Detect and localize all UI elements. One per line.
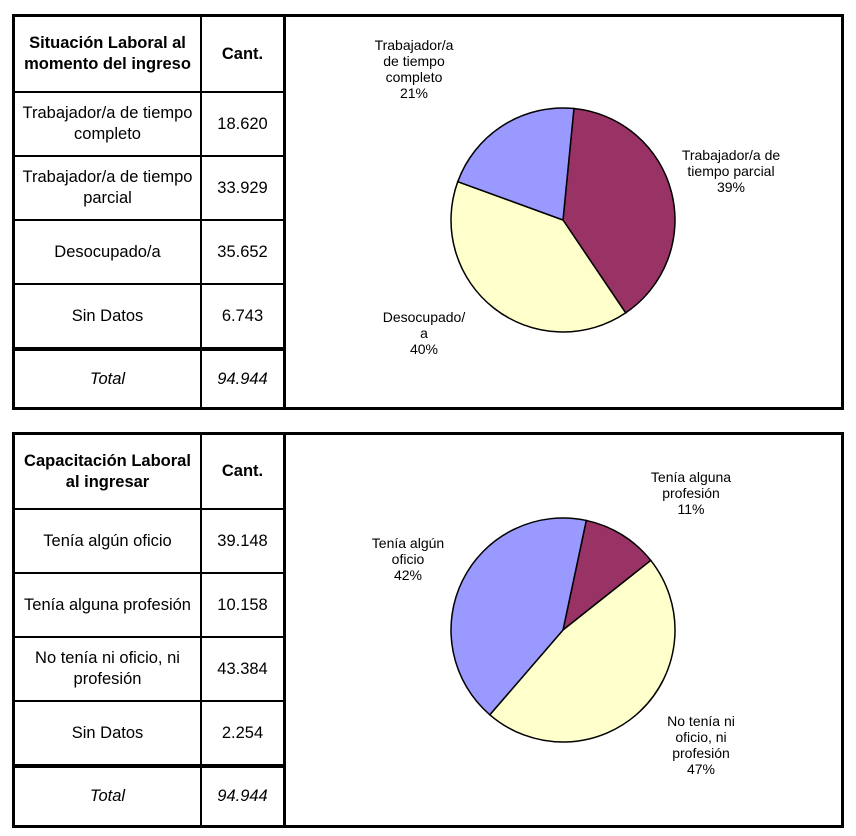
table-capacitacion-laboral: Capacitación Laboral al ingresar Cant. T… (15, 435, 286, 825)
slice-label: No tenía ni oficio, ni profesión 47% (667, 713, 735, 777)
table-row: Trabajador/a de tiempo parcial 33.929 (15, 157, 283, 221)
pie-chart-situacion: Trabajador/a de tiempo parcial 39% Desocupa… (286, 17, 841, 407)
pie-slice (450, 180, 627, 333)
row-label: Tenía alguna profesión (15, 574, 202, 636)
slice-label: Trabajador/a de tiempo completo 21% (375, 37, 454, 101)
row-label: Desocupado/a (15, 221, 202, 283)
row-value: 33.929 (217, 178, 268, 197)
table-row: Sin Datos 6.743 (15, 285, 283, 349)
pie-slice (561, 519, 652, 632)
table-row: Tenía alguna profesión 10.158 (15, 574, 283, 638)
slice-label: Tenía alguna profesión 11% (651, 469, 731, 517)
table-header: Capacitación Laboral al ingresar Cant. (15, 435, 283, 510)
row-label: Sin Datos (15, 702, 202, 764)
panel-situacion-laboral: Situación Laboral al momento del ingreso… (12, 14, 844, 410)
table-row: Desocupado/a 35.652 (15, 221, 283, 285)
row-value: 2.254 (221, 723, 264, 742)
row-label: Trabajador/a de tiempo parcial (15, 157, 202, 219)
row-value: 43.384 (217, 659, 268, 678)
table-row: Tenía algún oficio 39.148 (15, 510, 283, 574)
row-value: 39.148 (217, 531, 268, 550)
row-value: 18.620 (217, 114, 268, 133)
table-header: Situación Laboral al momento del ingreso… (15, 17, 283, 93)
table-row: Sin Datos 2.254 (15, 702, 283, 766)
table-situacion-laboral: Situación Laboral al momento del ingreso… (15, 17, 286, 407)
total-row: Total 94.944 (15, 766, 283, 825)
row-label: Sin Datos (15, 285, 202, 347)
header-category: Capacitación Laboral al ingresar (15, 435, 202, 508)
slice-label: Tenía algún oficio 42% (372, 535, 444, 583)
pie-slice (450, 517, 588, 716)
total-row: Total 94.944 (15, 349, 283, 407)
row-value: 35.652 (217, 242, 268, 261)
total-value: 94.944 (217, 369, 268, 388)
row-value: 10.158 (217, 595, 268, 614)
total-value: 94.944 (217, 787, 268, 805)
header-count: Cant. (221, 44, 264, 63)
table-row: No tenía ni oficio, ni profesión 43.384 (15, 638, 283, 702)
row-label: Tenía algún oficio (15, 510, 202, 572)
header-count: Cant. (221, 462, 264, 480)
slice-label: Desocupado/a 40% (383, 309, 466, 357)
pie-slice (456, 107, 575, 222)
header-category: Situación Laboral al momento del ingreso (15, 17, 202, 91)
row-label: No tenía ni oficio, ni profesión (15, 638, 202, 700)
row-label: Trabajador/a de tiempo completo (15, 93, 202, 155)
pie-slice (562, 107, 676, 314)
pie-slice (488, 559, 676, 743)
row-value: 6.743 (221, 306, 264, 325)
table-row: Trabajador/a de tiempo completo 18.620 (15, 93, 283, 157)
pie-chart-capacitacion: Tenía alguna profesión 11% No tenía ni ofici… (286, 435, 841, 825)
total-label: Total (15, 351, 202, 407)
total-label: Total (15, 768, 202, 825)
panel-capacitacion-laboral: Capacitación Laboral al ingresar Cant. T… (12, 432, 844, 828)
slice-label: Trabajador/a de tiempo parcial 39% (682, 147, 781, 195)
